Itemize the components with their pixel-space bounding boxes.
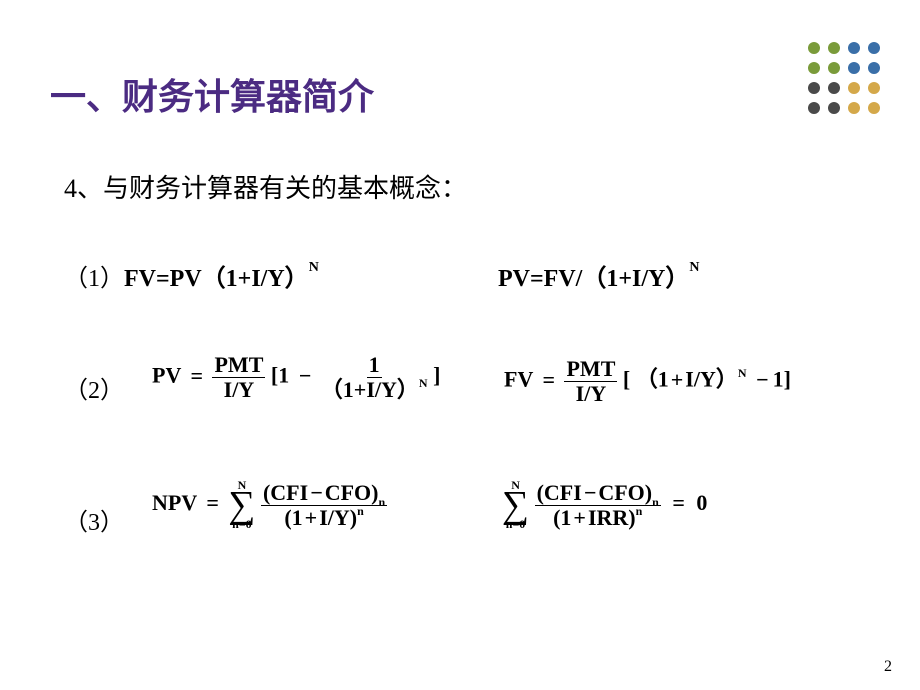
eq2b-one: 1: [658, 367, 669, 392]
eq2a-f2n: 1: [367, 354, 382, 378]
formula-1a: （1）FV=PV（1+I/Y）N: [64, 258, 319, 293]
label-3: （3）: [64, 502, 124, 537]
formula-1b: PV=FV/（1+I/Y）N: [498, 258, 699, 293]
eq3b-zero: 0: [696, 490, 707, 515]
eq2a-f1n: PMT: [212, 354, 265, 378]
page-number: 2: [884, 658, 892, 676]
eq2a-frac1: PMT I/Y: [212, 354, 265, 401]
eq-1a-sup: N: [309, 260, 319, 275]
eq3b-eq: =: [666, 490, 691, 515]
formula-2a: PV = PMT I/Y [1 − 1 （1+I/Y）N ]: [152, 354, 440, 401]
formula-3a: NPV = N ∑ n=0 (CFI−CFO)n (1+I/Y)n: [152, 480, 387, 530]
eq2b-eq: =: [538, 367, 559, 392]
slide-subtitle: 4、与财务计算器有关的基本概念：: [64, 168, 467, 205]
eq3a-eq: =: [202, 490, 223, 515]
eq3a-lhs: NPV: [152, 490, 197, 515]
sigma-icon: ∑: [502, 491, 529, 520]
sigma-icon: ∑: [228, 491, 255, 520]
eq2b-lhs: FV: [504, 367, 533, 392]
corner-decor: [800, 34, 900, 134]
eq2b-open: [: [623, 367, 630, 392]
formula-3b: N ∑ n=0 (CFI−CFO)n (1+IRR)n = 0: [502, 480, 707, 530]
eq2b-plus: +: [669, 367, 686, 392]
eq2a-frac2: 1 （1+I/Y）N: [321, 354, 428, 401]
eq-1b-sup: N: [689, 260, 699, 275]
eq2b-f1d: I/Y: [576, 382, 607, 405]
eq2b-sup: N: [738, 366, 747, 380]
eq2a-f2d: （1+I/Y）N: [321, 378, 428, 401]
eq-1a-body: FV=PV（1+I/Y）: [124, 266, 309, 292]
formula-2b: FV = PMT I/Y [ （1+I/Y）N −1]: [504, 358, 791, 405]
eq2b-one2: 1]: [773, 367, 791, 392]
eq3b-sum: N ∑ n=0: [502, 480, 529, 530]
eq2b-f1n: PMT: [564, 358, 617, 382]
eq2a-close: ]: [433, 363, 440, 388]
label-1: （1）: [64, 266, 124, 292]
eq-1b-body: PV=FV/（1+I/Y）: [498, 266, 689, 292]
eq3a-fd: (1+I/Y)n: [284, 506, 363, 529]
eq2b-pc: ）: [716, 367, 738, 392]
eq2b-po: （: [636, 367, 658, 392]
eq2a-lhs: PV: [152, 363, 181, 388]
slide-title: 一、财务计算器简介: [50, 68, 374, 120]
eq2b-iy: I/Y: [685, 367, 716, 392]
eq3b-fn: (CFI−CFO)n: [535, 482, 661, 506]
eq3a-fn: (CFI−CFO)n: [261, 482, 387, 506]
eq2a-f1d: I/Y: [224, 378, 255, 401]
eq3b-frac: (CFI−CFO)n (1+IRR)n: [535, 482, 661, 529]
label-2: （2）: [64, 370, 124, 405]
eq2b-frac1: PMT I/Y: [564, 358, 617, 405]
eq3a-sumbot: n=0: [232, 519, 252, 530]
eq2a-eq: =: [186, 363, 207, 388]
eq3b-fd: (1+IRR)n: [553, 506, 642, 529]
eq2b-minus: −: [752, 367, 773, 392]
eq3a-sum: N ∑ n=0: [228, 480, 255, 530]
eq2a-minus: −: [295, 363, 316, 388]
eq3b-sumbot: n=0: [506, 519, 526, 530]
eq3a-frac: (CFI−CFO)n (1+I/Y)n: [261, 482, 387, 529]
eq2a-open: [1: [271, 363, 289, 388]
